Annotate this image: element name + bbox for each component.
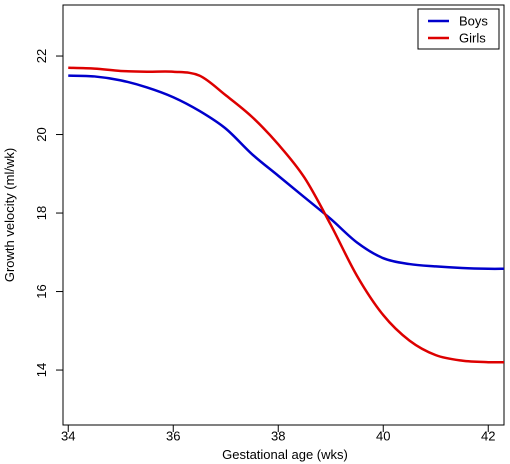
legend: Boys Girls	[417, 8, 500, 50]
series-line-girls	[68, 66, 504, 364]
x-tick-label: 42	[481, 429, 495, 444]
plot-frame	[62, 4, 505, 426]
x-tick-label: 34	[61, 429, 75, 444]
x-tick-label: 36	[166, 429, 180, 444]
y-axis: 14 16 18 20 22	[34, 49, 63, 377]
x-axis-label: Gestational age (wks)	[222, 447, 348, 462]
y-tick-label: 22	[34, 49, 49, 63]
legend-label-girls: Girls	[459, 31, 486, 46]
legend-label-boys: Boys	[459, 14, 488, 29]
y-tick-label: 18	[34, 206, 49, 220]
x-tick-label: 38	[271, 429, 285, 444]
y-tick-label: 20	[34, 127, 49, 141]
series-layer	[68, 66, 504, 364]
y-tick-label: 16	[34, 284, 49, 298]
x-tick-label: 40	[376, 429, 390, 444]
legend-box	[417, 8, 500, 50]
y-axis-label: Growth velocity (ml/wk)	[2, 148, 17, 282]
series-line-boys	[68, 74, 504, 271]
y-tick-label: 14	[34, 363, 49, 377]
x-axis: 34 36 38 40 42	[61, 425, 495, 444]
